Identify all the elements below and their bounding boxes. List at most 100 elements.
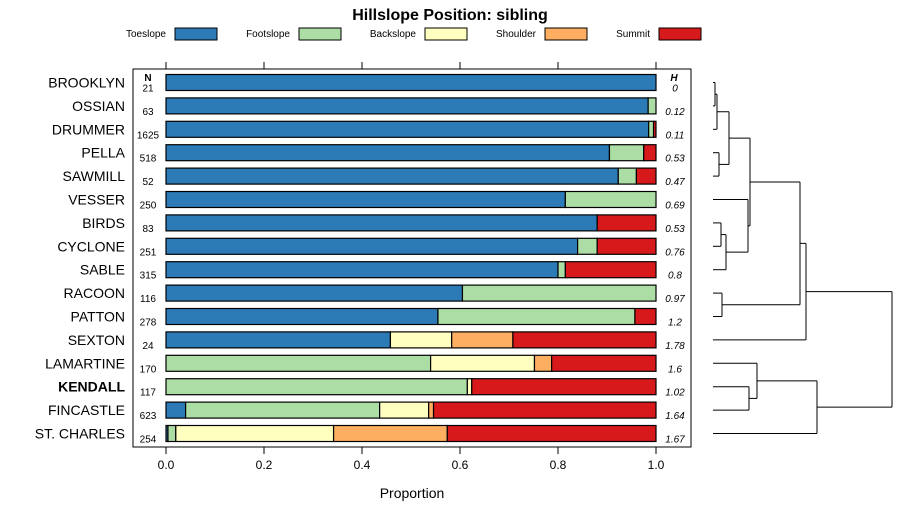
- bar-segment-footslope: [576, 237, 598, 255]
- category-label: RACOON: [64, 285, 125, 301]
- row-vesser: VESSER 250 0.69: [68, 190, 685, 212]
- n-value: 254: [140, 435, 157, 446]
- category-label: CYCLONE: [57, 238, 125, 254]
- category-label: LAMARTINE: [45, 355, 125, 371]
- bar-segment-footslope: [185, 401, 381, 419]
- bar-segment-summit: [432, 401, 657, 419]
- category-label: ST. CHARLES: [35, 426, 125, 442]
- row-fincastle: FINCASTLE 623 1.64: [48, 401, 685, 422]
- h-value: 1.2: [668, 318, 682, 329]
- bar-segment-toeslope: [165, 331, 392, 349]
- row-kendall: KENDALL 117 1.02: [58, 378, 685, 399]
- x-tick-label: 0.4: [354, 458, 371, 472]
- category-label: OSSIAN: [72, 98, 125, 114]
- bar-segment-summit: [634, 307, 657, 326]
- legend-label-backslope: Backslope: [370, 29, 417, 40]
- bar-segment-summit: [512, 331, 657, 349]
- h-value: 1.6: [668, 364, 682, 375]
- h-value: 1.67: [665, 435, 685, 446]
- bar-segment-footslope: [461, 284, 657, 302]
- category-label: DRUMMER: [52, 121, 125, 137]
- n-value: 24: [142, 341, 154, 352]
- bar-segment-toeslope: [165, 120, 650, 138]
- row-sexton: SEXTON 24 1.78: [68, 331, 685, 352]
- x-axis: 0.0 0.2 0.4 0.6 0.8 1.0: [158, 62, 665, 472]
- n-value: 21: [142, 84, 154, 95]
- h-value: 0.47: [665, 177, 685, 188]
- h-value: 0.53: [665, 154, 685, 165]
- bar-segment-summit: [643, 144, 657, 162]
- n-column-header: N: [144, 73, 151, 84]
- bar-segment-backslope: [379, 401, 430, 419]
- bar-segment-footslope: [437, 307, 636, 326]
- category-label: VESSER: [68, 192, 125, 208]
- bar-segment-toeslope: [165, 401, 187, 419]
- n-value: 52: [142, 177, 154, 188]
- bar-segment-toeslope: [165, 73, 657, 92]
- dendrogram: [713, 82, 893, 434]
- x-tick-label: 0.8: [550, 458, 567, 472]
- n-value: 315: [140, 271, 157, 282]
- category-label: SAWMILL: [63, 168, 126, 184]
- category-label: SEXTON: [68, 332, 125, 348]
- legend-label-toeslope: Toeslope: [126, 29, 166, 40]
- h-value: 0.97: [665, 294, 685, 305]
- legend-label-footslope: Footslope: [246, 29, 290, 40]
- x-tick-label: 0.2: [256, 458, 273, 472]
- n-value: 170: [140, 364, 157, 375]
- legend-label-summit: Summit: [616, 29, 650, 40]
- n-value: 63: [142, 107, 154, 118]
- h-value: 0.53: [665, 224, 685, 235]
- n-value: 83: [142, 224, 154, 235]
- category-label: SABLE: [80, 262, 125, 278]
- bar-segment-footslope: [647, 97, 657, 115]
- bar-segment-shoulder: [332, 424, 448, 443]
- bar-segment-backslope: [430, 354, 536, 372]
- h-value: 1.02: [665, 388, 685, 399]
- h-value: 0: [672, 84, 678, 95]
- plot-frame: [132, 68, 692, 448]
- legend-swatch-footslope: [298, 27, 342, 41]
- row-lamartine: LAMARTINE 170 1.6: [45, 354, 682, 375]
- bar-segment-toeslope: [165, 237, 579, 255]
- n-value: 117: [140, 388, 156, 399]
- legend-swatch-summit: [658, 27, 702, 41]
- bar-segment-toeslope: [165, 284, 464, 302]
- bar-rows: BROOKLYN 21 0 OSSIAN 63 0.12 DRUMMER 1625 0.11 PE…: [35, 73, 685, 446]
- legend-label-shoulder: Shoulder: [496, 29, 537, 40]
- x-axis-label: Proportion: [380, 485, 445, 501]
- n-value: 250: [140, 201, 157, 212]
- n-value: 116: [140, 294, 156, 305]
- bar-segment-toeslope: [165, 190, 566, 209]
- bar-segment-toeslope: [165, 97, 649, 115]
- bar-segment-toeslope: [165, 214, 598, 232]
- bar-segment-footslope: [617, 167, 638, 185]
- row-patton: PATTON 278 1.2: [71, 307, 682, 329]
- h-value: 0.8: [668, 271, 682, 282]
- n-value: 251: [140, 247, 157, 258]
- bar-segment-footslope: [557, 261, 566, 279]
- bar-segment-backslope: [175, 424, 335, 443]
- n-value: 623: [140, 411, 157, 422]
- bar-segment-summit: [471, 378, 657, 396]
- row-racoon: RACOON 116 0.97: [64, 284, 685, 305]
- bar-segment-backslope: [466, 378, 473, 396]
- bar-segment-summit: [635, 167, 657, 185]
- row-st-charles: ST. CHARLES 254 1.67: [35, 424, 685, 446]
- row-pella: PELLA 518 0.53: [81, 144, 685, 165]
- bar-segment-toeslope: [165, 261, 559, 279]
- row-drummer: DRUMMER 1625 0.11: [52, 120, 685, 141]
- legend-swatch-backslope: [424, 27, 468, 41]
- row-birds: BIRDS 83 0.53: [82, 214, 685, 235]
- row-sawmill: SAWMILL 52 0.47: [63, 167, 685, 188]
- row-cyclone: CYCLONE 251 0.76: [57, 237, 685, 258]
- bar-segment-summit: [596, 237, 657, 255]
- bar-segment-summit: [446, 424, 657, 443]
- x-tick-label: 1.0: [648, 458, 665, 472]
- h-value: 0.12: [665, 107, 685, 118]
- legend-swatch-toeslope: [174, 27, 218, 41]
- h-value: 0.11: [666, 130, 685, 141]
- h-column-header: H: [670, 73, 678, 84]
- category-label: PATTON: [71, 309, 125, 325]
- bar-segment-toeslope: [165, 167, 619, 185]
